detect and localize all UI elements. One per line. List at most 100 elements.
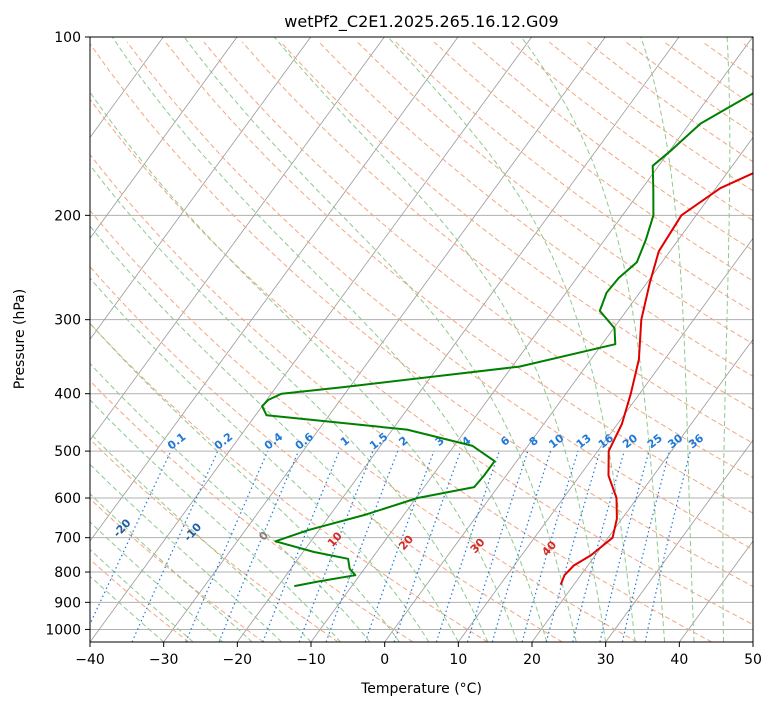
y-tick-label: 300 bbox=[54, 313, 81, 329]
dry-adiabat-line bbox=[740, 41, 753, 51]
mixing-ratio-label: 8 bbox=[527, 434, 541, 449]
mixing-ratio-label: 1 bbox=[338, 434, 352, 449]
mixing-ratio-line bbox=[90, 450, 172, 626]
y-tick-label: 200 bbox=[54, 208, 81, 224]
dry-adiabat-line bbox=[90, 42, 753, 588]
mixing-ratio-line bbox=[435, 450, 500, 642]
dry-adiabat-label: 40 bbox=[539, 538, 559, 558]
dry-adiabat-label: 30 bbox=[468, 536, 488, 556]
moist-adiabat-line bbox=[722, 37, 731, 642]
isotherm-line bbox=[90, 37, 385, 441]
y-axis-label: Pressure (hPa) bbox=[12, 289, 28, 389]
moist-adiabat-line bbox=[90, 322, 400, 642]
mixing-ratio-line bbox=[466, 450, 529, 642]
moist-adiabat-line bbox=[90, 548, 194, 642]
moist-adiabat-line bbox=[273, 37, 607, 642]
moist-adiabat-line bbox=[520, 37, 666, 642]
y-tick-label: 100 bbox=[54, 30, 81, 46]
dry-adiabat-label: -20 bbox=[111, 516, 134, 540]
mixing-ratio-line bbox=[185, 450, 269, 642]
isotherm-line bbox=[605, 439, 753, 642]
moist-adiabat-line bbox=[111, 37, 548, 642]
mixing-ratio-label: 30 bbox=[665, 431, 685, 451]
dry-adiabat-line bbox=[90, 209, 638, 642]
mixing-ratio-label: 1.5 bbox=[367, 430, 390, 452]
mixing-ratio-label: 0.4 bbox=[262, 430, 286, 452]
dry-adiabat-label: 20 bbox=[396, 532, 416, 552]
mixing-ratio-line bbox=[131, 450, 219, 642]
dry-adiabat-line bbox=[433, 41, 753, 282]
axis-ticks: −40 −30 −20 −10 0 10 20 30 40 50 100 200 300 400 500 60… bbox=[45, 30, 762, 668]
mixing-ratio-label: 0.6 bbox=[293, 430, 317, 452]
mixing-ratio-label: 20 bbox=[620, 431, 640, 451]
x-axis-label: Temperature (°C) bbox=[360, 681, 482, 697]
y-tick-label: 600 bbox=[54, 491, 81, 507]
x-tick-label: −10 bbox=[296, 652, 326, 668]
moist-adiabat-line bbox=[90, 277, 430, 642]
moist-adiabat-line bbox=[183, 37, 577, 642]
isotherm-line bbox=[679, 540, 753, 642]
x-tick-label: 0 bbox=[380, 652, 389, 668]
isotherm-line bbox=[458, 237, 753, 642]
dry-adiabat-line bbox=[241, 41, 753, 444]
dry-adiabat-line bbox=[90, 380, 414, 642]
dry-adiabat-line bbox=[90, 153, 712, 642]
mixing-ratio-line bbox=[262, 450, 340, 642]
isotherm-line bbox=[310, 37, 753, 642]
dry-adiabat-line bbox=[90, 558, 190, 642]
isotherm-line bbox=[90, 37, 459, 542]
x-tick-label: −40 bbox=[75, 652, 105, 668]
dewpoint-profile-line bbox=[261, 92, 753, 588]
mixing-ratio-line bbox=[393, 450, 462, 642]
moist-adiabat-line bbox=[90, 432, 312, 642]
mixing-ratio-line bbox=[521, 450, 579, 642]
background-lines bbox=[90, 37, 753, 642]
isotherm-line bbox=[163, 37, 606, 642]
plot-frame bbox=[89, 36, 754, 643]
moist-adiabat-line bbox=[387, 37, 636, 642]
moist-adiabat-line bbox=[90, 164, 489, 642]
x-tick-label: 10 bbox=[449, 652, 467, 668]
mixing-ratio-label: 36 bbox=[686, 431, 706, 451]
y-tick-label: 900 bbox=[54, 595, 81, 611]
y-tick-label: 500 bbox=[54, 444, 81, 460]
dry-adiabat-line bbox=[90, 98, 753, 626]
mixing-ratio-line bbox=[298, 450, 374, 642]
dry-adiabat-line bbox=[90, 438, 339, 642]
mixing-ratio-line bbox=[572, 450, 625, 642]
dry-adiabat-line bbox=[664, 41, 753, 106]
dry-adiabat-line bbox=[702, 41, 753, 79]
mixing-ratio-line bbox=[599, 450, 650, 642]
x-tick-label: 20 bbox=[523, 652, 541, 668]
x-tick-label: −20 bbox=[223, 652, 253, 668]
moist-adiabat-line bbox=[90, 521, 223, 642]
y-tick-label: 1000 bbox=[45, 622, 81, 638]
isotherm-line bbox=[752, 641, 753, 642]
dry-adiabat-label: 10 bbox=[325, 529, 345, 549]
y-tick-label: 400 bbox=[54, 387, 81, 403]
x-tick-label: 40 bbox=[670, 652, 688, 668]
dry-adiabat-line bbox=[90, 265, 563, 642]
y-tick-label: 700 bbox=[54, 531, 81, 547]
isotherm-line bbox=[384, 136, 753, 642]
x-tick-label: 30 bbox=[597, 652, 615, 668]
dry-adiabat-line bbox=[90, 498, 264, 642]
dry-adiabat-line bbox=[126, 41, 753, 551]
temperature-profile-line bbox=[559, 172, 753, 585]
moist-adiabat-line bbox=[90, 362, 371, 642]
mixing-ratio-line bbox=[491, 450, 552, 642]
dry-adiabat-line bbox=[165, 41, 753, 514]
mixing-ratio-line bbox=[545, 450, 601, 642]
isotherm-line bbox=[90, 37, 238, 240]
dry-adiabat-line bbox=[280, 41, 753, 411]
moist-adiabat-line bbox=[90, 399, 341, 642]
x-tick-label: −30 bbox=[149, 652, 179, 668]
mixing-ratio-label: 10 bbox=[546, 431, 566, 451]
mixing-ratio-line bbox=[218, 450, 300, 642]
moist-adiabat-line bbox=[90, 225, 459, 642]
mixing-ratio-label: 13 bbox=[574, 431, 594, 451]
y-tick-label: 800 bbox=[54, 565, 81, 581]
moist-adiabat-line bbox=[640, 37, 695, 642]
dry-adiabat-line bbox=[548, 41, 753, 192]
